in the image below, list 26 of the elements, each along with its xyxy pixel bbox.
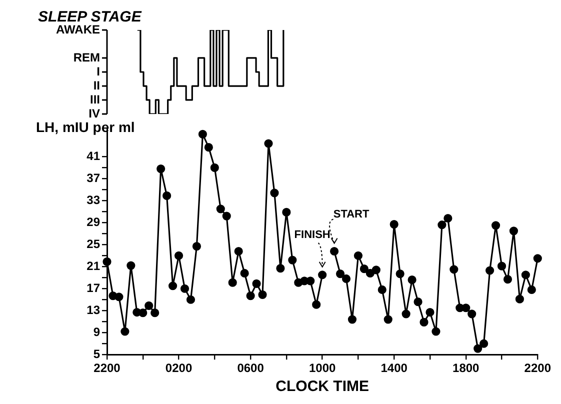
x-tick-label: 1800	[452, 361, 480, 376]
text: REM	[73, 50, 100, 64]
annotation: START	[333, 208, 370, 220]
x-tick-label: 0600	[237, 361, 264, 376]
y-tick-label: 9	[93, 324, 100, 339]
y-tick-label: 25	[86, 236, 100, 251]
text: III	[90, 92, 100, 106]
x-axis-title: CLOCK TIME	[276, 378, 369, 396]
y-tick-label: 37	[86, 170, 100, 185]
y-tick-label: 5	[93, 346, 100, 361]
y-tick-label: 21	[86, 258, 100, 273]
text: II	[93, 78, 100, 92]
x-tick-label: 2200	[524, 361, 552, 376]
text: I	[96, 64, 100, 78]
x-tick-label: 1000	[308, 361, 336, 376]
annotation: FINISH	[294, 228, 330, 241]
y-tick-label: 41	[86, 149, 100, 163]
y-tick-label: 29	[86, 214, 100, 229]
y-tick-label: 17	[86, 280, 100, 295]
y-tick-label: 33	[86, 192, 100, 207]
x-tick-label: 0200	[165, 361, 192, 376]
y-axis-title: LH, mIU per ml	[36, 118, 135, 135]
y-tick-label: 13	[86, 302, 100, 317]
x-tick-label: 1400	[380, 361, 408, 376]
text: IV	[88, 106, 100, 120]
x-tick-label: 2200	[94, 361, 121, 376]
